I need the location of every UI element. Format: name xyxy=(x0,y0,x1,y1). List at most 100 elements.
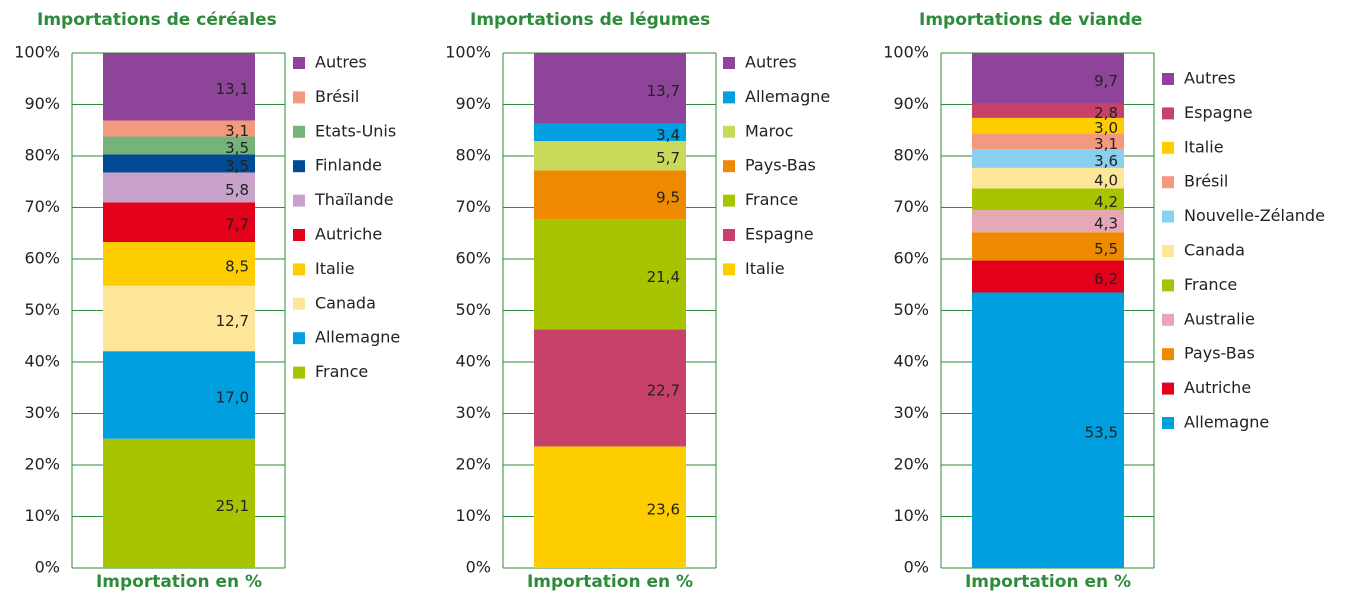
legend-label: Canada xyxy=(315,293,376,312)
bar-segment xyxy=(534,123,686,142)
legend-swatch xyxy=(293,91,305,104)
y-tick-label: 40% xyxy=(24,352,60,371)
legend-label: Autriche xyxy=(315,225,382,244)
data-label: 7,7 xyxy=(225,216,249,234)
data-label: 8,5 xyxy=(225,257,249,275)
bar-segment xyxy=(972,117,1124,134)
y-tick-label: 40% xyxy=(455,352,491,371)
y-tick-label: 100% xyxy=(445,43,491,62)
y-tick-label: 80% xyxy=(455,146,491,165)
bar-segment xyxy=(972,149,1124,168)
legend-swatch xyxy=(1162,107,1174,120)
bar-segment xyxy=(972,260,1124,293)
axis-title: Importation en % xyxy=(527,572,693,592)
legend-label: Italie xyxy=(315,259,355,278)
legend-label: Brésil xyxy=(1184,172,1228,191)
y-tick-label: 90% xyxy=(24,94,60,113)
legend-label: Allemagne xyxy=(315,328,400,347)
y-tick-label: 10% xyxy=(24,506,60,525)
data-label: 3,6 xyxy=(1094,152,1118,170)
legend-label: Finlande xyxy=(315,156,382,175)
bar-segment xyxy=(972,188,1124,211)
bar-segment xyxy=(972,133,1124,150)
legend-label: France xyxy=(315,362,368,381)
bar-segment xyxy=(103,202,255,243)
legend-swatch xyxy=(723,160,735,173)
y-tick-label: 70% xyxy=(455,197,491,216)
legend-swatch xyxy=(723,57,735,69)
y-tick-label: 60% xyxy=(893,249,929,268)
data-label: 13,1 xyxy=(216,80,249,98)
data-label: 3,0 xyxy=(1094,119,1118,137)
legend-label: Italie xyxy=(1184,137,1224,156)
data-label: 4,0 xyxy=(1094,172,1118,190)
y-tick-label: 100% xyxy=(14,43,60,62)
y-tick-label: 10% xyxy=(455,506,491,525)
y-tick-label: 90% xyxy=(455,94,491,113)
data-label: 22,7 xyxy=(647,382,680,400)
legend-swatch xyxy=(293,194,305,207)
legend-label: Autres xyxy=(1184,69,1236,88)
bar-segment xyxy=(103,438,255,568)
legend-swatch xyxy=(1162,176,1174,189)
legend-swatch xyxy=(723,263,735,276)
axis-title: Importation en % xyxy=(96,572,262,592)
data-label: 3,1 xyxy=(1094,135,1118,153)
legend-label: Espagne xyxy=(1184,103,1253,122)
legend-label: Brésil xyxy=(315,87,359,106)
legend-swatch xyxy=(723,91,735,104)
legend-swatch xyxy=(1162,313,1174,326)
y-tick-label: 10% xyxy=(893,506,929,525)
legend-label: Italie xyxy=(745,259,785,278)
legend-swatch xyxy=(1162,210,1174,223)
data-label: 13,7 xyxy=(647,82,680,100)
legend-label: Canada xyxy=(1184,241,1245,260)
y-tick-label: 20% xyxy=(893,455,929,474)
data-label: 4,2 xyxy=(1094,193,1118,211)
legend-swatch xyxy=(723,229,735,241)
bar-segment xyxy=(103,172,255,203)
bar-segment xyxy=(972,292,1124,568)
legend-swatch xyxy=(293,57,305,69)
legend-swatch xyxy=(1162,73,1174,85)
y-tick-label: 20% xyxy=(24,455,60,474)
legend-swatch xyxy=(293,125,305,138)
bar-segment xyxy=(103,136,255,155)
bar-segment xyxy=(534,141,686,171)
y-tick-label: 0% xyxy=(904,558,929,577)
legend-label: Nouvelle-Zélande xyxy=(1184,206,1325,225)
legend-swatch xyxy=(293,229,305,241)
y-tick-label: 30% xyxy=(455,403,491,422)
data-label: 3,5 xyxy=(225,157,249,175)
legend-label: Autres xyxy=(315,53,367,72)
y-tick-label: 30% xyxy=(893,403,929,422)
data-label: 2,8 xyxy=(1094,104,1118,122)
legend-swatch xyxy=(293,160,305,173)
data-label: 53,5 xyxy=(1085,424,1118,442)
y-tick-label: 80% xyxy=(24,146,60,165)
bar-segment xyxy=(103,53,255,121)
y-tick-label: 100% xyxy=(883,43,929,62)
bar-segment xyxy=(534,329,686,447)
legend-swatch xyxy=(293,263,305,276)
legend-label: Pays-Bas xyxy=(745,156,816,175)
y-tick-label: 50% xyxy=(893,300,929,319)
legend-swatch xyxy=(1162,279,1174,292)
bar-segment xyxy=(103,120,255,137)
legend-swatch xyxy=(1162,417,1174,429)
legend-label: Thaïlande xyxy=(314,190,394,209)
legend-label: Etats-Unis xyxy=(315,121,396,140)
legend-label: Autriche xyxy=(1184,378,1251,397)
legend-swatch xyxy=(293,297,305,310)
legend-swatch xyxy=(1162,245,1174,257)
chart-title: Importations de céréales xyxy=(37,10,277,30)
legend-label: Allemagne xyxy=(1184,413,1269,432)
data-label: 3,1 xyxy=(225,122,249,140)
bar-segment xyxy=(972,232,1124,261)
data-label: 3,5 xyxy=(225,139,249,157)
data-label: 12,7 xyxy=(216,312,249,330)
y-tick-label: 70% xyxy=(24,197,60,216)
data-label: 25,1 xyxy=(216,497,249,515)
legend-label: Australie xyxy=(1184,309,1255,328)
data-label: 17,0 xyxy=(216,388,249,406)
